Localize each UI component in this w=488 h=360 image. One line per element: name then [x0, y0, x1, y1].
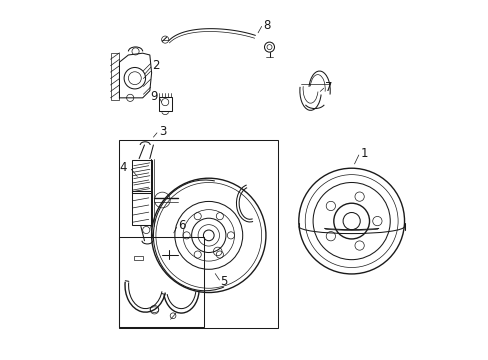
Text: 7: 7 — [325, 81, 332, 94]
Bar — [119, 140, 277, 328]
Bar — [134, 256, 142, 260]
Bar — [110, 53, 119, 100]
Text: 2: 2 — [152, 59, 160, 72]
Text: 5: 5 — [220, 275, 227, 288]
Text: 3: 3 — [159, 125, 166, 138]
Bar — [132, 191, 151, 225]
Text: 8: 8 — [263, 19, 270, 32]
Bar — [159, 97, 171, 111]
Text: 9: 9 — [149, 90, 157, 103]
Text: 1: 1 — [360, 148, 367, 161]
Text: 6: 6 — [177, 219, 185, 232]
Bar — [132, 160, 151, 193]
Text: 4: 4 — [119, 161, 126, 174]
Bar — [119, 237, 204, 327]
